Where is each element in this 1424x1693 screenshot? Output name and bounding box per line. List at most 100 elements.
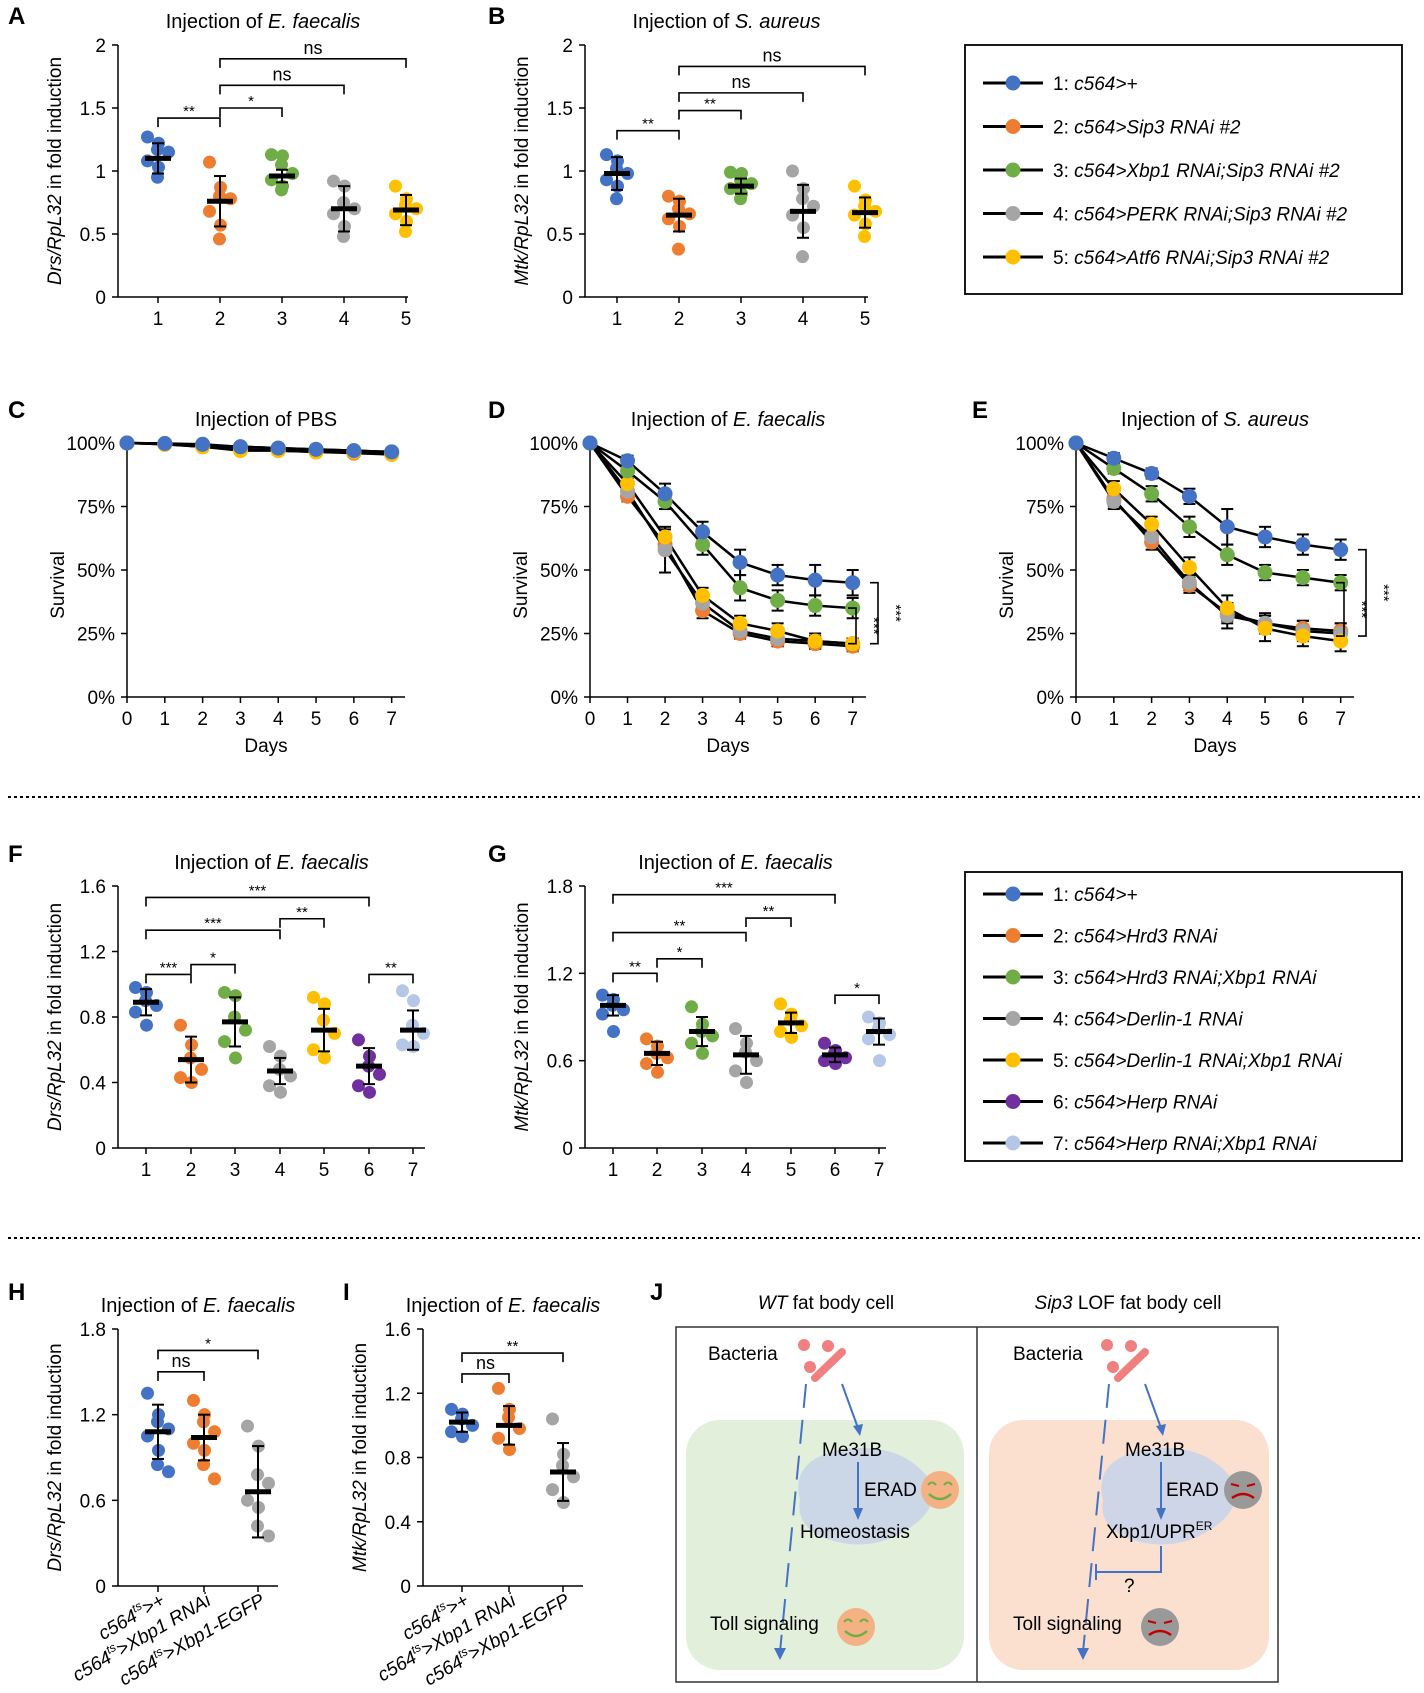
data-point: [1181, 488, 1197, 504]
data-point: [308, 441, 324, 457]
x-tick-label: 5: [1260, 709, 1271, 730]
y-axis-label: Survival: [511, 551, 532, 619]
y-axis-label: Survival: [997, 551, 1018, 619]
chart-title: Injection of S. aureus: [633, 11, 821, 33]
significance-label: ns: [303, 38, 322, 58]
y-tick-label: 2: [95, 36, 106, 57]
chart-title-prefix: Injection of: [631, 409, 733, 431]
chart-title-prefix: Injection of: [174, 852, 276, 874]
x-tick-label: 6: [1298, 709, 1309, 730]
panel-label-d: D: [488, 397, 505, 424]
data-point: [346, 443, 362, 459]
y-axis-label-rest: in fold induction: [512, 56, 533, 193]
data-point: [162, 145, 175, 159]
lof-erad-sad-icon: [1224, 1471, 1262, 1509]
significance-bracket: [368, 973, 414, 984]
lof-erad-label: ERAD: [1166, 1480, 1219, 1501]
data-point: [640, 1057, 653, 1071]
x-tick-label: 1: [622, 709, 633, 730]
significance-label: ns: [762, 45, 781, 65]
chart-title-species: E. faecalis: [733, 409, 825, 431]
data-point: [389, 179, 402, 193]
data-point: [195, 1062, 208, 1076]
chart-title-prefix: Injection of PBS: [195, 409, 337, 431]
significance-label: **: [642, 116, 654, 133]
y-axis-label-gene: Drs/RpL32: [45, 1040, 66, 1131]
legend-label-number: 2:: [1053, 118, 1074, 139]
legend-marker: [1005, 969, 1021, 985]
legend-label: 2: c564>Hrd3 RNAi: [1053, 927, 1218, 948]
data-point: [1144, 516, 1160, 532]
data-point: [151, 1458, 164, 1472]
data-point: [208, 1472, 221, 1486]
x-tick-label: 3: [736, 309, 747, 330]
y-tick-label: 0%: [1037, 688, 1065, 709]
chart-b: 0 0.5 1 1.5 2 Injection of S. aureus Mtk/RpL32…: [512, 11, 882, 330]
significance-bracket: [612, 972, 658, 983]
data-point: [785, 1030, 798, 1044]
y-tick-label: 75%: [540, 498, 578, 519]
y-tick-label: 25%: [77, 625, 115, 646]
chart-title: Injection of E. faecalis: [166, 11, 361, 33]
data-point: [862, 1010, 875, 1024]
data-point: [1257, 620, 1273, 636]
chart-title-prefix: Injection of: [638, 852, 740, 874]
y-tick-label: 0.5: [547, 225, 573, 246]
data-point: [1295, 537, 1311, 553]
panel-label-i: I: [343, 1279, 350, 1306]
data-point: [203, 204, 216, 218]
data-point: [218, 1035, 231, 1049]
data-point: [195, 436, 211, 452]
legend-marker: [1005, 119, 1021, 134]
data-point: [318, 997, 331, 1011]
x-tick-label: 3: [235, 709, 246, 730]
y-tick-label: 1.2: [80, 1406, 106, 1427]
lof-xbp1-label: Xbp1/UPRER: [1106, 1519, 1213, 1543]
significance-bracket: [157, 117, 221, 128]
data-point: [807, 633, 823, 649]
legend-label-genotype: c564>PERK RNAi;Sip3 RNAi #2: [1074, 205, 1347, 226]
chart-title-species: E. faecalis: [203, 1295, 295, 1317]
x-tick-label: 0: [122, 709, 133, 730]
y-axis-label: Drs/RpL32 in fold induction: [45, 1343, 66, 1571]
significance-label: **: [296, 904, 308, 921]
data-point: [1219, 519, 1235, 535]
data-point: [274, 1049, 287, 1063]
data-point: [596, 988, 609, 1002]
significance-bracket: [616, 129, 680, 140]
legend-label-genotype: c564>Derlin-1 RNAi;Xbp1 RNAi: [1074, 1051, 1342, 1072]
y-axis-label: Mtk/RpL32 in fold induction: [350, 1343, 371, 1572]
legend-label: 3: c564>Xbp1 RNAi;Sip3 RNAi #2: [1053, 161, 1340, 182]
legend-label: 5: c564>Derlin-1 RNAi;Xbp1 RNAi: [1053, 1051, 1343, 1072]
data-point: [672, 242, 685, 256]
significance-label: *: [205, 1335, 211, 1352]
chart-f: 0 0.4 0.8 1.2 1.6 Injection of E. faecalis Drs…: [45, 852, 430, 1181]
data-point: [1144, 529, 1160, 545]
y-tick-label: 0.8: [80, 1008, 106, 1029]
x-tick-label: 3: [1184, 709, 1195, 730]
data-point: [732, 554, 748, 570]
y-axis-label: Mtk/RpL32 in fold induction: [512, 902, 533, 1131]
data-point: [807, 572, 823, 588]
lof-bacteria-icon: [1101, 1339, 1149, 1382]
data-point: [1144, 465, 1160, 481]
x-tick-label: 4: [339, 309, 350, 330]
data-point: [695, 537, 711, 553]
chart-title-prefix: Injection of: [1121, 409, 1223, 431]
y-tick-label: 25%: [540, 625, 578, 646]
legend-label: 7: c564>Herp RNAi;Xbp1 RNAi: [1053, 1134, 1317, 1155]
significance-label: ns: [272, 64, 291, 84]
data-point: [640, 1032, 653, 1046]
data-point: [407, 994, 420, 1008]
y-tick-label: 100%: [66, 434, 115, 455]
data-point: [1181, 575, 1197, 591]
wt-erad-happy-icon: [921, 1471, 959, 1509]
significance-bracket: [745, 917, 792, 928]
panel-labels: A B C D E F G H I J: [8, 3, 988, 1306]
chart-d: 0% 25% 50% 75% 100% Injection of E. faecalis S…: [511, 409, 904, 757]
data-point: [492, 1381, 505, 1395]
x-tick-label: 1: [1109, 709, 1120, 730]
y-tick-label: 0: [95, 1577, 106, 1598]
significance-label: ***: [249, 882, 267, 899]
